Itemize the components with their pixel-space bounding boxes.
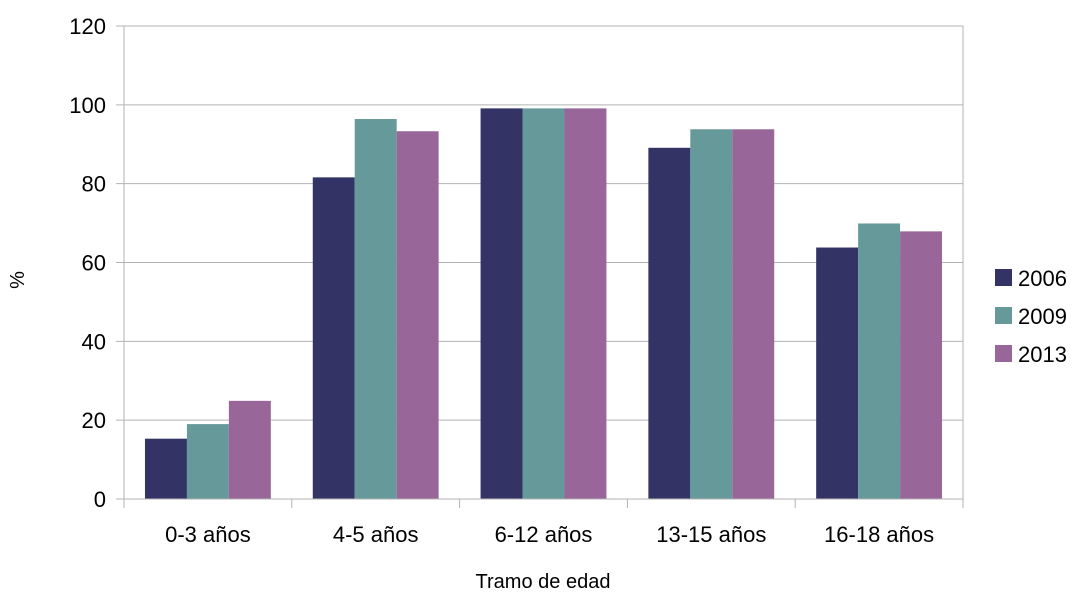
y-tick-label: 60 [82, 251, 106, 276]
legend-swatch-2013 [995, 345, 1012, 362]
bar-2013-2 [396, 131, 439, 499]
bar-2013-3 [564, 108, 607, 500]
legend-label: 2009 [1018, 304, 1067, 329]
bar-2009-5 [858, 223, 901, 500]
y-tick-label: 120 [69, 14, 106, 39]
bar-2009-4 [690, 129, 733, 499]
bar-2013-1 [228, 400, 271, 499]
x-tick-label: 6-12 años [495, 522, 593, 547]
bar-2006-3 [480, 108, 523, 500]
x-axis-title: Tramo de edad [476, 571, 611, 592]
y-tick-label: 80 [82, 172, 106, 197]
bar-2009-3 [522, 108, 565, 500]
axes: 0 20 40 60 80 100 120 0-3 años 4-5 años 6-12 años… [69, 14, 964, 547]
y-tick-label: 20 [82, 408, 106, 433]
bar-2009-2 [354, 119, 397, 500]
legend-swatch-2006 [995, 269, 1012, 286]
x-tick-label: 4-5 años [333, 522, 419, 547]
legend-label: 2013 [1018, 342, 1067, 367]
x-tick-label: 16-18 años [824, 522, 934, 547]
bar-2006-2 [312, 177, 355, 500]
bars [144, 108, 943, 500]
bar-2013-5 [900, 231, 943, 499]
y-tick-label: 40 [82, 329, 106, 354]
x-tick-label: 0-3 años [165, 522, 251, 547]
legend-label: 2006 [1018, 266, 1067, 291]
x-tick-label: 13-15 años [656, 522, 766, 547]
legend: 2006 2009 2013 [995, 266, 1067, 367]
bar-2006-5 [816, 247, 859, 499]
bar-2006-1 [144, 438, 187, 499]
bar-2013-4 [732, 129, 775, 499]
bar-2006-4 [648, 147, 691, 500]
y-tick-label: 100 [69, 93, 106, 118]
legend-swatch-2009 [995, 307, 1012, 324]
y-tick-label: 0 [94, 487, 106, 512]
bar-2009-1 [186, 424, 229, 499]
y-axis-title: % [7, 271, 29, 289]
